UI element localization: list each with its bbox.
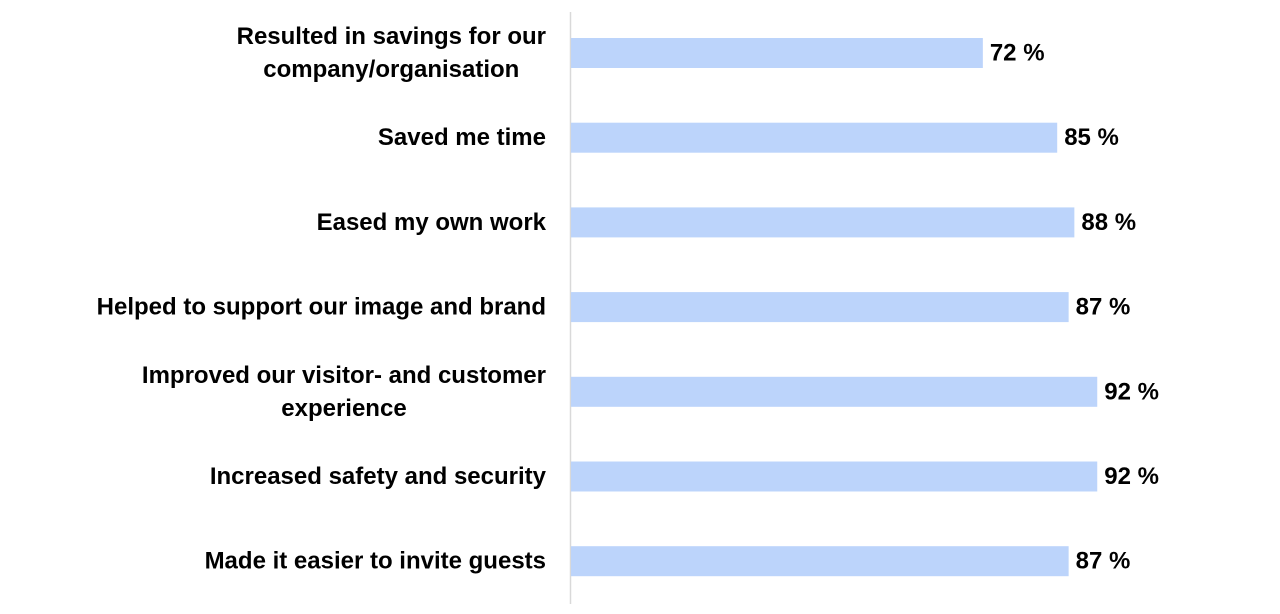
bar-value-label: 88 % xyxy=(1081,209,1136,236)
bar xyxy=(571,292,1069,323)
bar xyxy=(571,207,1075,238)
category-label-line: Increased safety and security xyxy=(210,463,547,490)
category-label-line: experience xyxy=(281,395,406,422)
bar xyxy=(571,376,1098,407)
category-label-line: Made it easier to invite guests xyxy=(205,548,546,575)
bar xyxy=(571,546,1069,577)
category-label-line: Saved me time xyxy=(378,124,546,151)
bar-value-label: 92 % xyxy=(1104,378,1159,405)
category-label-line: company/organisation xyxy=(263,56,519,83)
category-label: Saved me time xyxy=(378,124,546,151)
bar xyxy=(571,38,983,68)
bar-value-label: 92 % xyxy=(1104,463,1159,490)
category-label: Improved our visitor- and customer experi… xyxy=(142,362,546,422)
category-label: Made it easier to invite guests xyxy=(205,548,546,575)
category-label-line: Eased my own work xyxy=(317,209,547,236)
category-label-line: Helped to support our image and brand xyxy=(97,294,546,321)
category-label: Resulted in savings for our company/organ… xyxy=(237,23,546,83)
category-label: Increased safety and security xyxy=(210,463,547,490)
bar-value-label: 87 % xyxy=(1076,294,1131,321)
category-label: Helped to support our image and brand xyxy=(97,294,546,321)
bar-value-label: 87 % xyxy=(1076,548,1131,575)
category-label-line: Improved our visitor- and customer xyxy=(142,362,546,389)
bar xyxy=(571,122,1058,153)
bar-value-label: 85 % xyxy=(1064,124,1119,151)
category-label: Eased my own work xyxy=(317,209,547,236)
bar-value-label: 72 % xyxy=(990,40,1045,67)
bar xyxy=(571,461,1098,492)
bar-series: 72 % Resulted in savings for our company/o… xyxy=(97,23,1159,577)
category-label-line: Resulted in savings for our xyxy=(237,23,546,50)
